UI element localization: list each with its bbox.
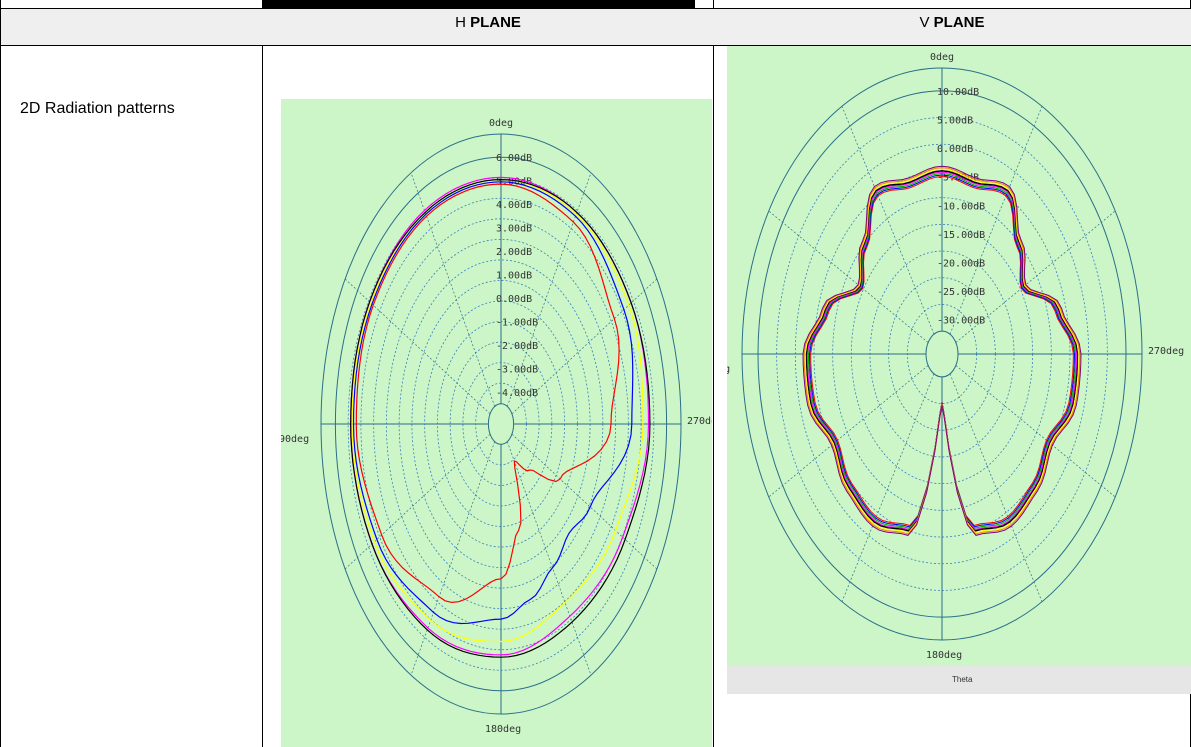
theta-label-strip: Theta [727,666,1191,694]
h-plane-radial-tick-label: 5.00dB [496,177,532,188]
h-plane-angle-label-0: 0deg [489,118,513,129]
v-plane-grid-spoke [768,210,929,343]
h-plane-angle-label-90: 90deg [281,434,309,445]
v-plane-series-5 [804,168,1080,534]
v-plane-series-6 [803,167,1081,535]
h-plane-series-1 [352,181,634,625]
h-plane-grid-spoke [344,433,491,570]
v-plane-angle-label-180: 180deg [926,650,962,661]
v-plane-grid-spoke [768,365,929,498]
v-plane-polar-chart: 10.00dB 5.00dB 0.00dB -5.00dB -10.00dB -15.00… [727,52,1184,661]
h-plane-grid-spoke [506,441,592,676]
column-header-v-plane: V PLANE [714,14,1190,31]
h-plane-radial-tick-label: 2.00dB [496,247,532,258]
v-plane-series-3 [806,171,1078,531]
h-plane-radial-tick-label: 6.00dB [496,153,532,164]
table-border-left [0,0,1,747]
header-top-border [0,8,1191,9]
table-header-row [1,8,1191,45]
column-header-v-prefix: V [919,14,930,31]
v-plane-angle-label-270: 270deg [1148,346,1184,357]
h-plane-grid-spoke [410,441,496,676]
h-plane-center-circle [487,403,515,445]
h-plane-radial-tick-label: 4.00dB [496,200,532,211]
v-plane-radial-tick-label: 0.00dB [937,144,973,155]
h-plane-angle-label-270: 270deg [687,416,712,427]
h-plane-radial-tick-label: 3.00dB [496,224,532,235]
h-plane-grid-spoke [506,172,592,407]
h-plane-radial-tick-label: 1.00dB [496,271,532,282]
column-header-v-bold: PLANE [933,14,985,31]
header-bottom-border [0,45,1191,46]
v-plane-radial-tick-label: -25.00dB [937,287,985,298]
h-plane-radial-tick-label: -1.00dB [496,318,538,329]
v-plane-series-4 [805,170,1079,532]
v-plane-radial-tick-label: -30.00dB [937,316,985,327]
h-plane-series-0 [355,183,620,604]
h-plane-grid-spoke [511,433,658,570]
v-plane-grid-spoke [841,373,935,602]
v-plane-grid-spoke [841,106,935,335]
v-plane-grid-spoke [955,365,1116,498]
v-plane-radial-tick-label: 5.00dB [937,115,973,126]
v-plane-radial-tick-label: -5.00dB [937,173,979,184]
h-plane-radial-tick-label: -3.00dB [496,365,538,376]
v-plane-grid-spoke [949,373,1043,602]
v-plane-radial-tick-label: 10.00dB [937,87,979,98]
v-plane-grid-spoke [955,210,1116,343]
v-plane-series-2 [807,172,1077,529]
v-plane-radial-tick-label: -10.00dB [937,201,985,212]
row-label: 2D Radiation patterns [20,100,175,117]
h-plane-angle-label-180: 180deg [485,724,521,735]
h-plane-radial-tick-label: 0.00dB [496,294,532,305]
column-header-h-prefix: H [455,14,466,31]
table-border-col2 [713,0,714,747]
h-plane-grid-spoke [410,172,496,407]
column-header-h-plane: H PLANE [263,14,713,31]
v-plane-angle-label-90: 90deg [727,364,730,375]
table-border-col1 [262,0,263,747]
v-plane-grid-spoke [949,106,1043,335]
v-plane-radial-tick-label: -15.00dB [937,230,985,241]
h-plane-polar-chart: 6.00dB 5.00dB 4.00dB 3.00dB 2.00dB 1.00dB 0.00… [281,118,712,735]
h-plane-radial-tick-label: -2.00dB [496,341,538,352]
theta-label: Theta [952,675,973,684]
h-plane-grid-spoke [344,278,491,415]
v-plane-series-1 [808,174,1076,528]
top-black-bar [263,0,695,8]
v-plane-radial-tick-label: -20.00dB [937,258,985,269]
v-plane-angle-label-0: 0deg [930,52,954,63]
h-plane-radial-tick-label: -4.00dB [496,388,538,399]
h-plane-series-2 [351,178,644,643]
v-plane-center-circle [925,330,959,378]
h-plane-series-4 [350,178,651,658]
h-plane-grid-spoke [511,278,658,415]
v-plane-series-7 [802,165,1082,536]
v-plane-series-0 [810,175,1074,527]
column-header-h-bold: PLANE [470,14,521,31]
